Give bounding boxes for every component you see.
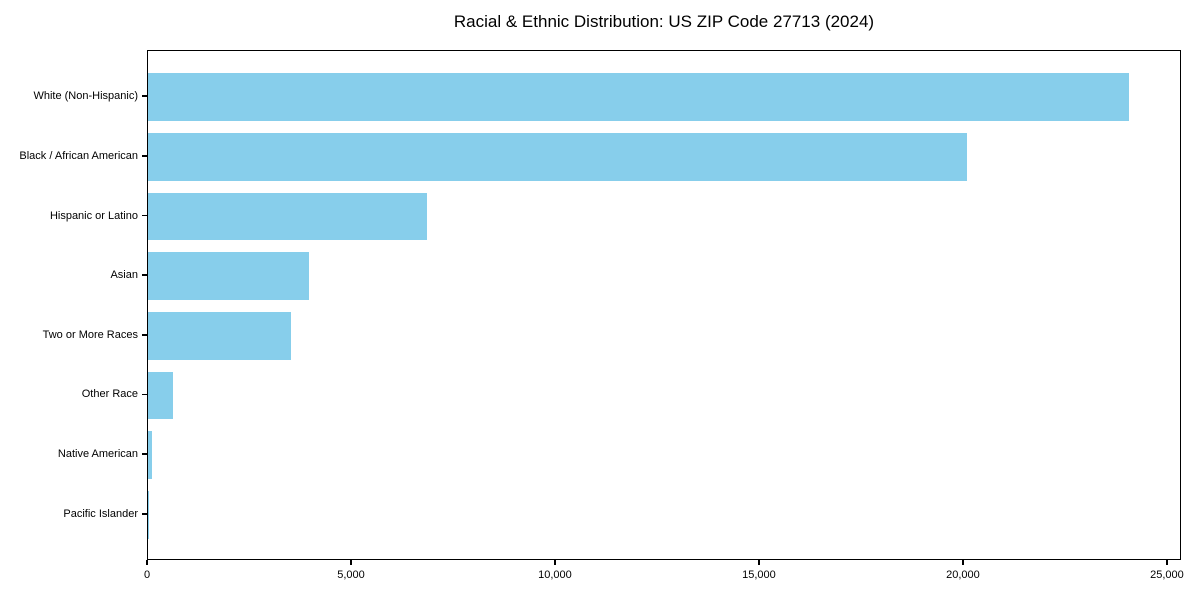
bar-other-race (148, 371, 174, 420)
y-tick-mark (142, 274, 147, 276)
y-tick-label: White (Non-Hispanic) (33, 90, 138, 103)
y-tick-label: Asian (110, 269, 138, 282)
x-tick-mark (350, 560, 352, 565)
y-tick-label: Two or More Races (42, 328, 138, 341)
bar-asian (148, 252, 310, 301)
x-tick-mark (554, 560, 556, 565)
x-tick-label: 25,000 (1150, 569, 1184, 581)
bar-hispanic-or-latino (148, 192, 427, 241)
y-tick-label: Native American (57, 448, 138, 461)
y-tick-mark (142, 155, 147, 157)
y-tick-mark (142, 393, 147, 396)
y-tick-label: Black / African American (19, 149, 138, 162)
x-tick-label: 15,000 (742, 569, 776, 581)
y-tick-label: Pacific Islander (63, 507, 138, 520)
y-tick-mark (142, 214, 147, 217)
x-tick-mark (1166, 560, 1168, 565)
bar-native-american (148, 431, 152, 479)
bar-black-african-american (148, 133, 968, 181)
x-tick-label: 10,000 (538, 569, 572, 581)
y-tick-mark (142, 513, 147, 515)
y-tick-mark (142, 453, 147, 455)
x-tick-mark (146, 560, 148, 565)
x-tick-mark (962, 560, 964, 565)
x-tick-label: 20,000 (946, 569, 980, 581)
plot-area (147, 50, 1181, 560)
bar-two-or-more-races (148, 311, 291, 360)
bar-white-non-hispanic (148, 73, 1130, 122)
chart-title: Racial & Ethnic Distribution: US ZIP Cod… (453, 12, 875, 31)
y-tick-label: Other Race (81, 388, 138, 401)
bar-pacific-islander (148, 490, 149, 539)
x-tick-mark (758, 560, 760, 565)
y-tick-mark (142, 334, 147, 336)
x-tick-label: 5,000 (337, 569, 365, 581)
y-tick-label: Hispanic or Latino (49, 209, 138, 222)
x-tick-label: 0 (143, 569, 151, 581)
y-tick-mark (142, 95, 147, 97)
